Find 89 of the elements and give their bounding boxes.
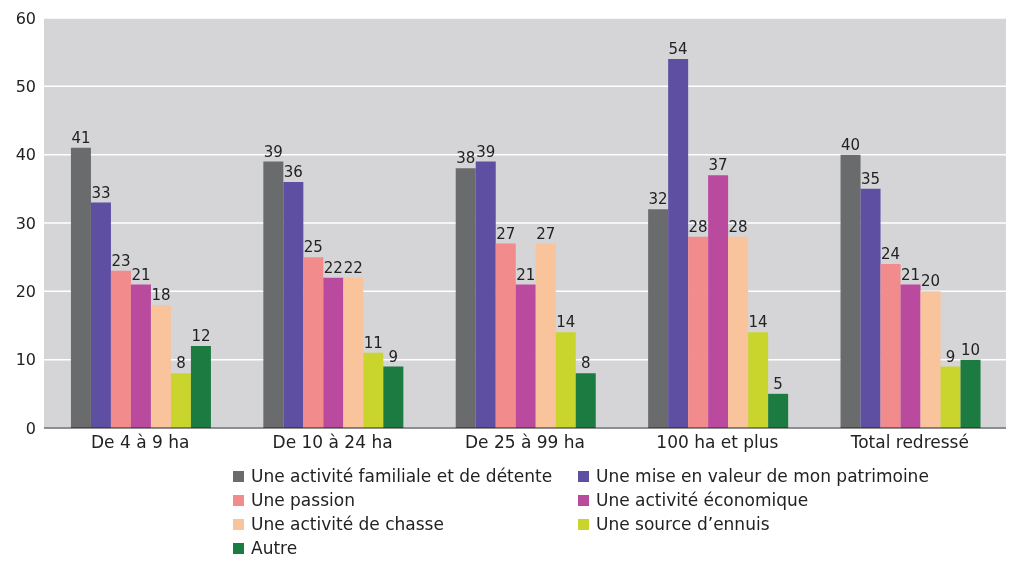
data-label: 11 — [363, 333, 383, 352]
bar — [920, 291, 941, 428]
legend-label: Autre — [251, 538, 298, 558]
data-label: 28 — [688, 217, 708, 236]
y-tick-label: 0 — [25, 418, 36, 438]
x-tick-label: De 10 à 24 ha — [272, 432, 393, 453]
bar — [150, 305, 171, 428]
bar — [960, 359, 981, 428]
bar — [323, 277, 344, 428]
legend-label: Une passion — [251, 490, 355, 510]
bar — [495, 243, 516, 428]
bar — [688, 236, 709, 428]
bar — [648, 209, 669, 428]
data-label: 21 — [900, 265, 921, 284]
data-label: 41 — [71, 128, 91, 147]
data-label: 38 — [456, 149, 476, 168]
y-tick-label: 20 — [15, 282, 36, 302]
data-label: 10 — [960, 340, 981, 359]
bar — [748, 332, 769, 428]
bar — [768, 393, 789, 428]
data-label: 9 — [388, 347, 399, 366]
data-label: 22 — [343, 258, 363, 277]
data-label: 8 — [176, 354, 186, 373]
bar — [190, 346, 211, 428]
data-label: 40 — [840, 135, 861, 154]
data-label: 54 — [668, 40, 688, 58]
data-label: 33 — [91, 183, 111, 202]
bar — [860, 188, 881, 428]
data-label: 18 — [151, 286, 171, 304]
bar — [900, 284, 921, 428]
bar — [90, 202, 111, 428]
bar — [70, 147, 91, 428]
y-tick-label: 10 — [15, 350, 36, 370]
bar — [383, 366, 404, 428]
data-label: 14 — [748, 313, 768, 332]
bar — [343, 277, 364, 428]
legend-label: Une activité familiale et de détente — [251, 466, 553, 486]
bar — [363, 352, 384, 428]
bar — [575, 373, 596, 428]
legend-label: Une source d’ennuis — [596, 514, 770, 534]
bar — [515, 284, 536, 428]
y-tick-label: 50 — [15, 77, 36, 97]
data-label: 21 — [131, 265, 151, 284]
data-label: 25 — [303, 238, 323, 257]
data-label: 8 — [580, 354, 591, 373]
data-label: 28 — [728, 217, 748, 236]
bar — [840, 154, 861, 428]
y-tick-label: 40 — [15, 145, 36, 165]
y-tick-label: 60 — [15, 8, 36, 28]
bar — [303, 257, 324, 428]
x-tick-label: 100 ha et plus — [656, 432, 779, 453]
data-label: 32 — [648, 190, 668, 209]
data-label: 20 — [920, 272, 941, 291]
bar — [455, 168, 476, 428]
legend-label: Une activité de chasse — [251, 514, 444, 534]
data-label: 9 — [945, 347, 956, 366]
data-label: 35 — [860, 169, 881, 188]
data-label: 12 — [191, 327, 211, 345]
bar — [170, 373, 191, 428]
x-tick-label: De 25 à 99 ha — [464, 432, 586, 453]
x-tick-label: De 4 à 9 ha — [91, 432, 190, 453]
bar — [668, 59, 689, 428]
data-label: 23 — [111, 251, 131, 270]
bar — [130, 284, 151, 428]
data-label: 24 — [880, 245, 901, 263]
legend-label: Une activité économique — [596, 490, 809, 510]
data-label: 27 — [496, 224, 516, 243]
y-tick-label: 30 — [15, 213, 36, 233]
bar — [283, 182, 304, 428]
legend-label: Une mise en valeur de mon patrimoine — [596, 466, 929, 486]
bar — [535, 243, 556, 428]
data-label: 39 — [476, 142, 496, 161]
bar — [110, 270, 131, 428]
data-label: 27 — [536, 224, 556, 243]
bar — [263, 161, 284, 428]
bar — [555, 332, 576, 428]
data-label: 36 — [283, 163, 303, 181]
data-label: 39 — [263, 142, 283, 161]
data-label: 5 — [773, 374, 783, 393]
bar — [475, 161, 496, 428]
bar — [880, 264, 901, 428]
bar — [940, 366, 961, 428]
data-label: 14 — [556, 313, 576, 332]
bar — [728, 236, 749, 428]
data-label: 37 — [708, 156, 728, 175]
x-tick-label: Total redressé — [849, 432, 969, 453]
data-label: 22 — [323, 258, 343, 277]
bar — [708, 175, 729, 428]
data-label: 21 — [516, 265, 536, 284]
